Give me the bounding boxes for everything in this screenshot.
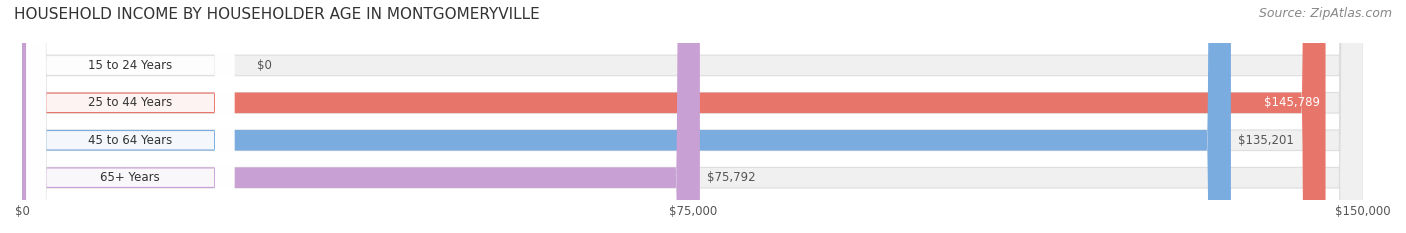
Text: $75,792: $75,792 xyxy=(707,171,755,184)
Text: Source: ZipAtlas.com: Source: ZipAtlas.com xyxy=(1258,7,1392,20)
Text: 25 to 44 Years: 25 to 44 Years xyxy=(89,96,173,109)
FancyBboxPatch shape xyxy=(22,0,1364,233)
FancyBboxPatch shape xyxy=(22,0,1230,233)
Text: $0: $0 xyxy=(257,59,271,72)
FancyBboxPatch shape xyxy=(22,0,1364,233)
FancyBboxPatch shape xyxy=(22,0,1364,233)
FancyBboxPatch shape xyxy=(22,0,1326,233)
Text: $135,201: $135,201 xyxy=(1237,134,1294,147)
Text: HOUSEHOLD INCOME BY HOUSEHOLDER AGE IN MONTGOMERYVILLE: HOUSEHOLD INCOME BY HOUSEHOLDER AGE IN M… xyxy=(14,7,540,22)
Text: 45 to 64 Years: 45 to 64 Years xyxy=(89,134,173,147)
FancyBboxPatch shape xyxy=(22,0,700,233)
Text: $145,789: $145,789 xyxy=(1264,96,1320,109)
FancyBboxPatch shape xyxy=(27,0,235,233)
Text: 65+ Years: 65+ Years xyxy=(100,171,160,184)
FancyBboxPatch shape xyxy=(27,0,235,233)
Text: 15 to 24 Years: 15 to 24 Years xyxy=(89,59,173,72)
FancyBboxPatch shape xyxy=(27,0,235,233)
FancyBboxPatch shape xyxy=(27,0,235,233)
FancyBboxPatch shape xyxy=(22,0,1364,233)
